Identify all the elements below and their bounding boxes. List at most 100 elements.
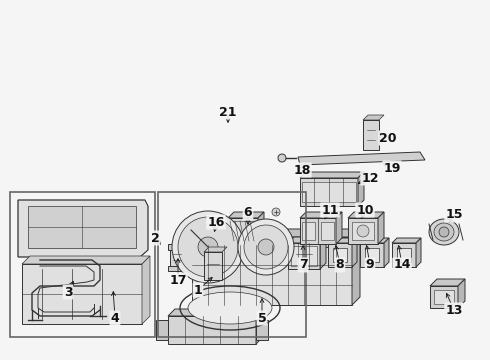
Text: 19: 19: [383, 162, 401, 175]
Polygon shape: [328, 243, 352, 267]
Bar: [232, 237, 242, 245]
Bar: [158, 192, 306, 337]
Bar: [168, 266, 186, 271]
Circle shape: [178, 217, 238, 277]
Bar: [192, 245, 352, 305]
Bar: [28, 206, 136, 248]
Bar: [192, 237, 352, 247]
Polygon shape: [192, 229, 360, 237]
Text: 11: 11: [321, 203, 339, 216]
Polygon shape: [392, 243, 416, 267]
Ellipse shape: [188, 292, 272, 324]
Text: 8: 8: [336, 258, 344, 271]
Bar: [397, 248, 411, 262]
Text: 18: 18: [294, 163, 311, 176]
Text: 6: 6: [244, 207, 252, 220]
Text: 3: 3: [64, 285, 73, 298]
Polygon shape: [348, 218, 378, 244]
Polygon shape: [18, 200, 148, 257]
Polygon shape: [358, 172, 364, 206]
Polygon shape: [363, 115, 384, 120]
Text: 7: 7: [298, 258, 307, 271]
Polygon shape: [168, 316, 256, 344]
Polygon shape: [458, 279, 465, 308]
Bar: [248, 237, 258, 245]
Polygon shape: [300, 218, 336, 244]
Polygon shape: [336, 212, 342, 244]
Text: 17: 17: [169, 274, 187, 287]
Polygon shape: [416, 238, 421, 267]
Bar: [302, 182, 356, 202]
Polygon shape: [352, 229, 360, 305]
Bar: [302, 222, 315, 240]
Bar: [296, 237, 306, 245]
Text: 9: 9: [366, 258, 374, 271]
Bar: [434, 290, 454, 304]
Circle shape: [172, 211, 244, 283]
Polygon shape: [288, 237, 326, 243]
Bar: [352, 222, 374, 240]
Polygon shape: [360, 243, 384, 267]
Bar: [264, 237, 274, 245]
Bar: [200, 237, 210, 245]
Circle shape: [357, 225, 369, 237]
Text: 12: 12: [361, 171, 379, 184]
Bar: [328, 237, 338, 245]
Bar: [321, 222, 334, 240]
Polygon shape: [348, 212, 384, 218]
Bar: [216, 237, 226, 245]
Polygon shape: [328, 238, 357, 243]
Circle shape: [272, 208, 280, 216]
Polygon shape: [256, 309, 263, 344]
Polygon shape: [300, 178, 358, 206]
Polygon shape: [320, 237, 326, 269]
Polygon shape: [392, 238, 421, 243]
Polygon shape: [298, 152, 425, 165]
Text: 2: 2: [150, 231, 159, 244]
Circle shape: [278, 154, 286, 162]
Circle shape: [258, 239, 274, 255]
Bar: [365, 248, 379, 262]
Polygon shape: [258, 212, 264, 244]
Text: 15: 15: [445, 208, 463, 221]
Polygon shape: [142, 256, 150, 324]
Ellipse shape: [429, 219, 459, 245]
Bar: [256, 320, 268, 340]
Text: 1: 1: [194, 284, 202, 297]
Polygon shape: [430, 279, 465, 286]
Text: 10: 10: [356, 203, 374, 216]
Polygon shape: [22, 256, 150, 264]
Ellipse shape: [439, 227, 449, 237]
Bar: [10, 192, 155, 337]
Text: 5: 5: [258, 311, 267, 324]
Text: 13: 13: [445, 303, 463, 316]
Bar: [230, 221, 256, 241]
Polygon shape: [204, 247, 227, 252]
Bar: [333, 248, 347, 262]
Text: 20: 20: [379, 131, 397, 144]
Polygon shape: [378, 212, 384, 244]
Bar: [204, 252, 222, 280]
Bar: [291, 246, 317, 266]
Ellipse shape: [434, 223, 454, 241]
Polygon shape: [300, 212, 342, 218]
Polygon shape: [168, 309, 263, 316]
Bar: [363, 120, 379, 150]
Circle shape: [238, 219, 294, 275]
Bar: [22, 264, 142, 324]
Polygon shape: [430, 286, 458, 308]
Circle shape: [198, 237, 218, 257]
Polygon shape: [288, 243, 320, 269]
Polygon shape: [360, 238, 389, 243]
Bar: [168, 244, 186, 250]
Bar: [280, 237, 290, 245]
Polygon shape: [228, 218, 258, 244]
Bar: [156, 320, 168, 340]
Text: 16: 16: [207, 216, 225, 229]
Polygon shape: [300, 172, 364, 178]
Polygon shape: [384, 238, 389, 267]
Polygon shape: [228, 212, 264, 218]
Polygon shape: [352, 238, 357, 267]
Bar: [312, 237, 322, 245]
Circle shape: [244, 225, 288, 269]
